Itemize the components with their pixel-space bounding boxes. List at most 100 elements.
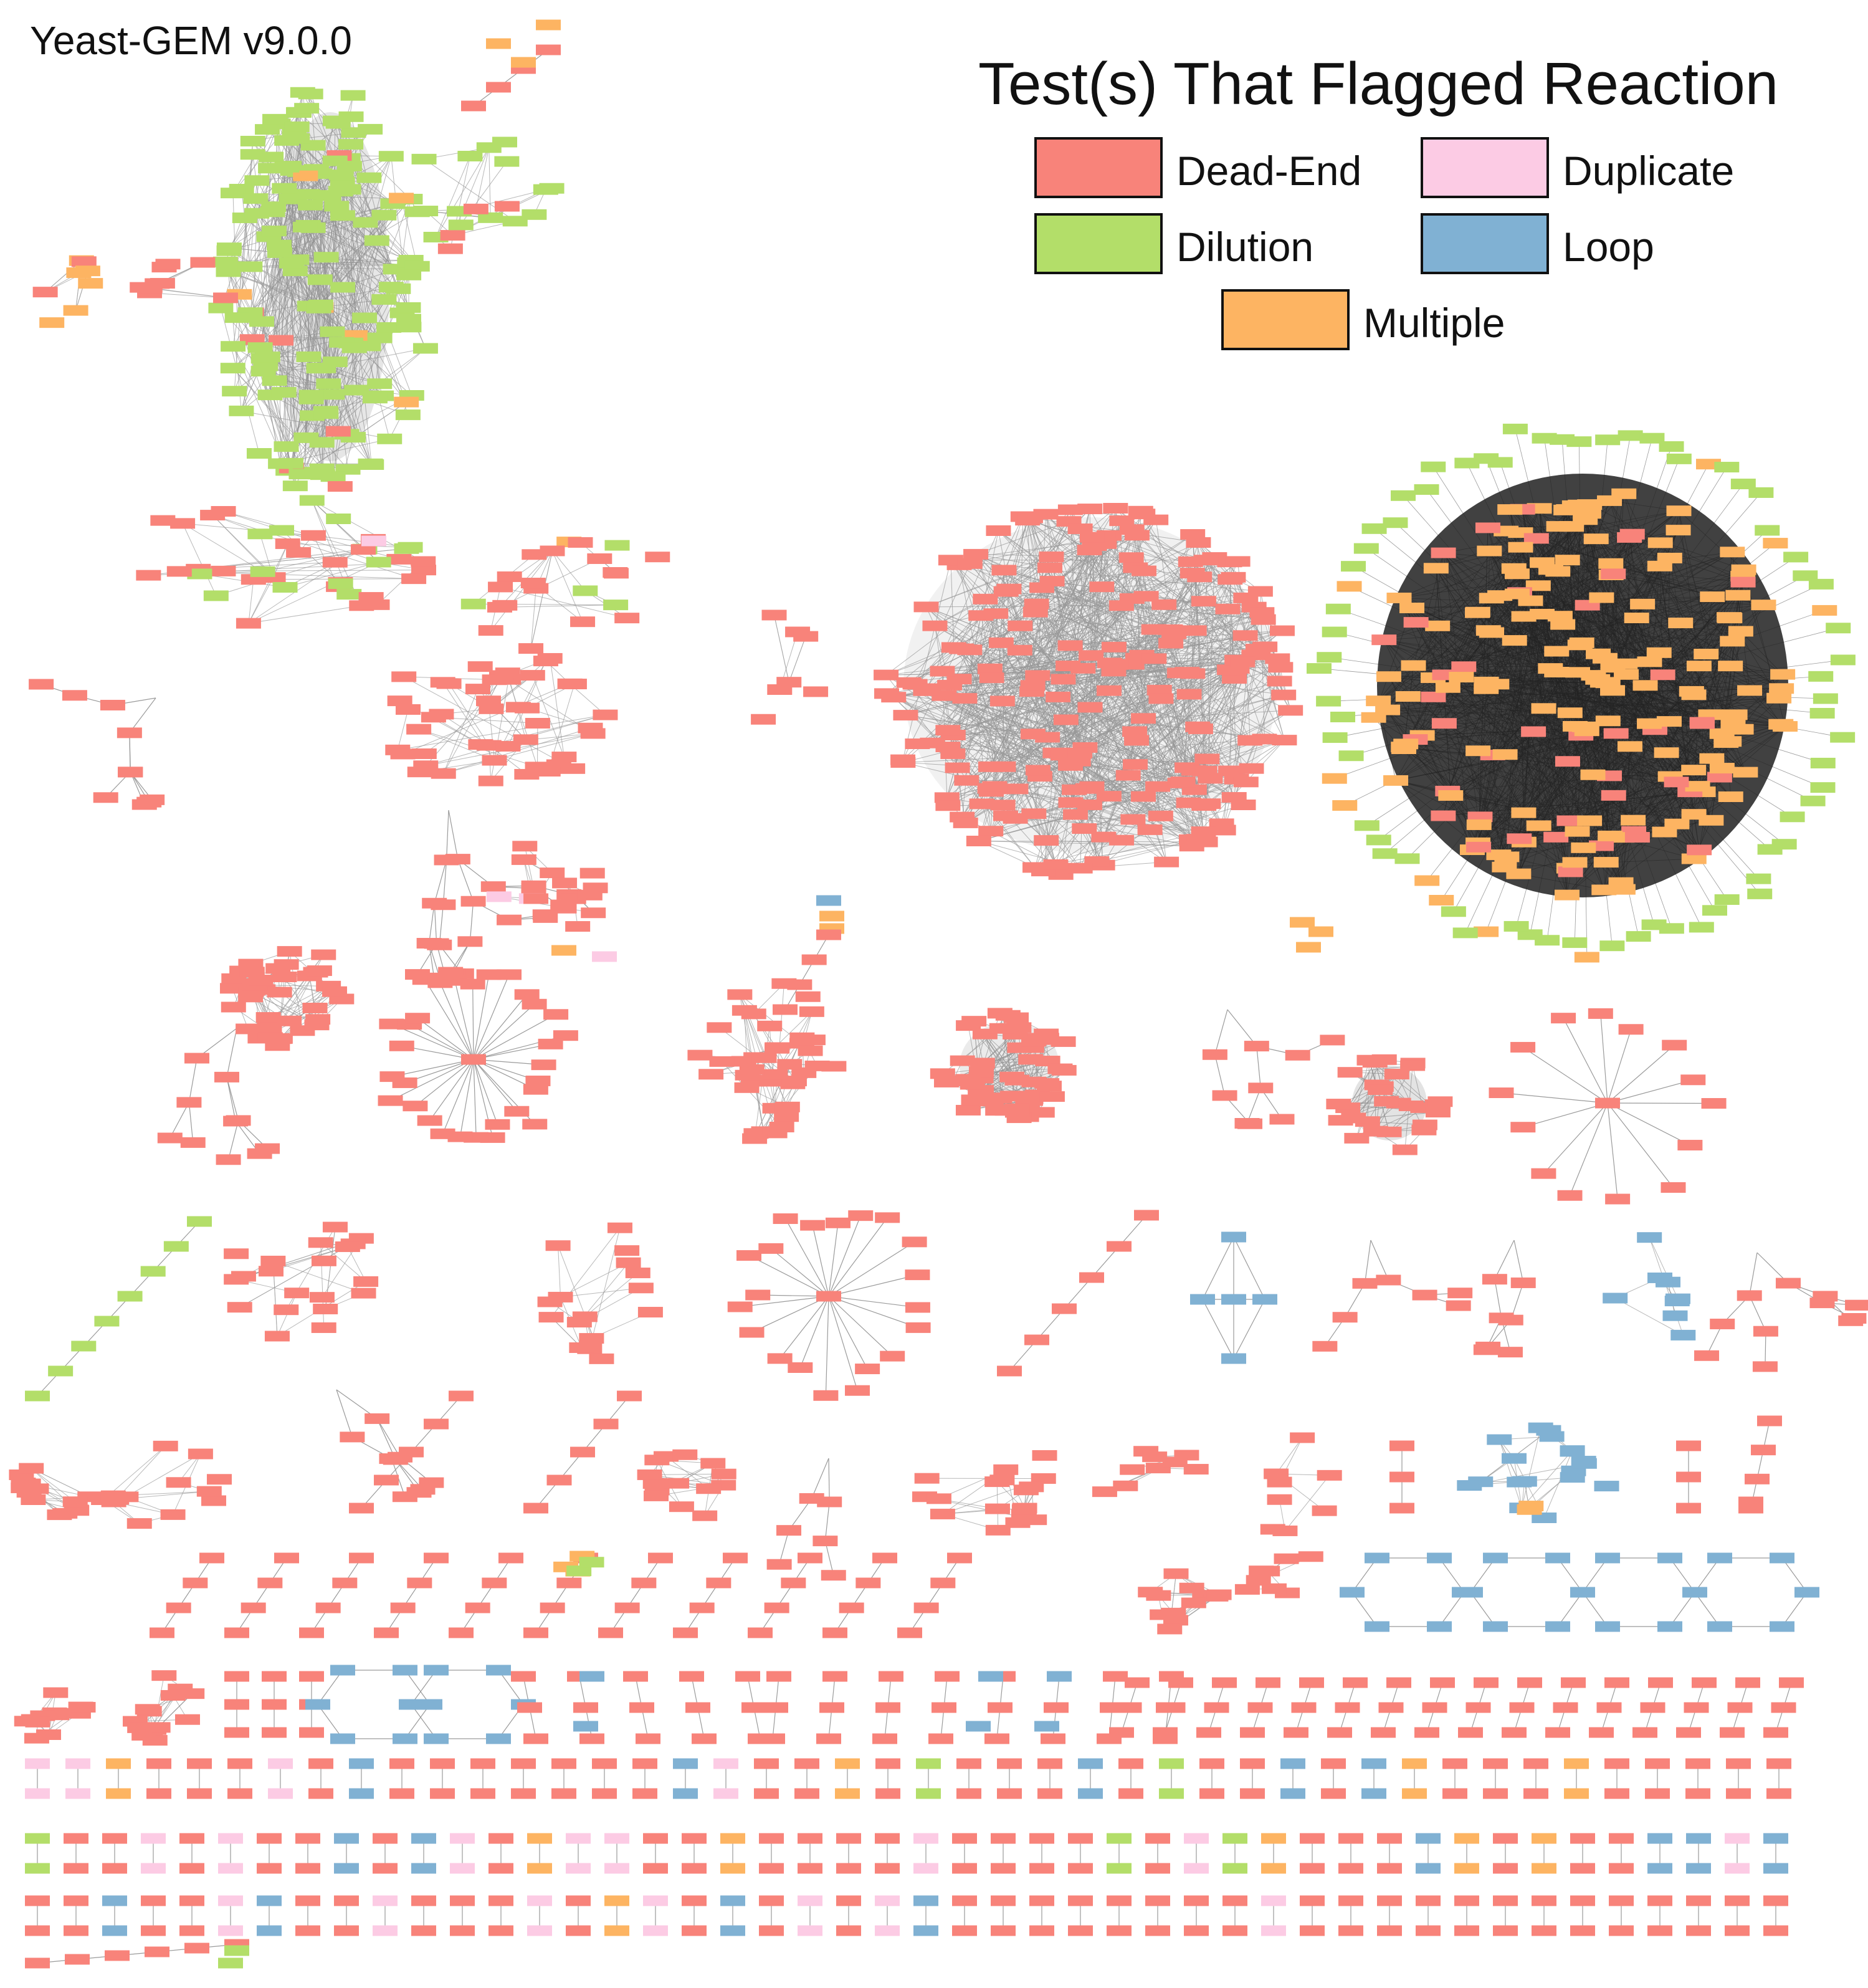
reaction-node xyxy=(1676,1727,1701,1738)
reaction-node xyxy=(389,1758,414,1769)
reaction-node xyxy=(285,133,310,144)
reaction-node xyxy=(692,1733,717,1744)
reaction-node xyxy=(1809,707,1835,719)
reaction-node xyxy=(1272,1525,1298,1536)
reaction-node xyxy=(1493,1895,1518,1906)
reaction-node xyxy=(411,1863,436,1874)
legend-swatch-duplicate xyxy=(1421,137,1549,198)
reaction-node xyxy=(1571,1458,1597,1469)
reaction-node xyxy=(227,1758,252,1769)
reaction-node xyxy=(700,1458,726,1469)
reaction-node xyxy=(1321,1758,1346,1769)
reaction-node xyxy=(299,495,325,506)
reaction-node xyxy=(1120,814,1146,825)
reaction-node xyxy=(1589,592,1614,603)
reaction-node xyxy=(1685,781,1710,792)
reaction-node xyxy=(1308,926,1333,937)
reaction-node xyxy=(1601,568,1626,580)
reaction-node xyxy=(457,936,483,947)
reaction-node xyxy=(1024,598,1049,609)
reaction-node xyxy=(764,1602,789,1613)
reaction-node xyxy=(1475,1341,1501,1352)
reaction-node xyxy=(29,679,54,690)
reaction-node xyxy=(1442,1758,1467,1769)
reaction-node xyxy=(1431,547,1456,558)
reaction-node xyxy=(673,1758,698,1769)
reaction-node xyxy=(1261,1833,1286,1844)
reaction-node xyxy=(389,193,414,204)
reaction-node xyxy=(1184,1833,1209,1844)
reaction-node xyxy=(734,1082,760,1093)
reaction-node xyxy=(322,986,348,997)
reaction-node xyxy=(467,661,493,672)
reaction-node xyxy=(1676,1471,1701,1483)
reaction-node xyxy=(1006,1022,1032,1033)
reaction-node xyxy=(371,294,397,305)
reaction-node xyxy=(511,1671,536,1682)
reaction-node xyxy=(763,1069,788,1080)
reaction-node xyxy=(272,183,297,194)
reaction-node xyxy=(1685,1788,1710,1799)
reaction-node xyxy=(1656,716,1682,727)
reaction-node xyxy=(1107,1925,1132,1936)
reaction-node xyxy=(1657,1552,1682,1564)
reaction-node xyxy=(1383,517,1408,528)
reaction-node xyxy=(141,1833,166,1844)
reaction-node xyxy=(1632,1727,1657,1738)
reaction-node xyxy=(953,817,978,828)
reaction-node xyxy=(628,1283,654,1294)
reaction-node xyxy=(776,1525,801,1536)
reaction-node xyxy=(1647,1272,1673,1283)
reaction-node xyxy=(305,1699,330,1710)
reaction-node xyxy=(874,669,899,681)
reaction-node xyxy=(643,1925,668,1936)
reaction-node xyxy=(787,979,812,990)
reaction-node xyxy=(1403,617,1429,628)
reaction-node xyxy=(1017,1095,1043,1106)
reaction-node xyxy=(644,1455,670,1466)
reaction-node xyxy=(1284,1727,1308,1738)
reaction-node xyxy=(257,1833,282,1844)
reaction-node xyxy=(798,1925,822,1936)
reaction-node xyxy=(268,458,293,469)
reaction-node xyxy=(1107,1241,1132,1252)
reaction-node xyxy=(334,1925,359,1936)
reaction-node xyxy=(224,1671,249,1682)
reaction-node xyxy=(389,1040,414,1051)
reaction-node xyxy=(1145,1833,1170,1844)
reaction-node xyxy=(1300,1833,1325,1844)
reaction-node xyxy=(735,1671,760,1682)
reaction-node xyxy=(430,1128,455,1139)
reaction-node xyxy=(187,568,212,580)
reaction-node xyxy=(341,342,367,353)
reaction-node xyxy=(1159,1788,1184,1799)
reaction-node xyxy=(1492,749,1518,760)
reaction-node xyxy=(1618,430,1643,441)
reaction-node xyxy=(174,1714,200,1725)
reaction-node xyxy=(1134,1210,1159,1221)
reaction-node xyxy=(1184,1895,1209,1906)
reaction-node xyxy=(875,1212,900,1223)
legend: Test(s) That Flagged Reaction Dead-End D… xyxy=(960,44,1844,368)
reaction-node xyxy=(997,1788,1022,1799)
reaction-node xyxy=(284,1288,310,1299)
reaction-node xyxy=(905,1269,930,1281)
reaction-node xyxy=(1477,545,1502,557)
reaction-node xyxy=(130,282,155,293)
reaction-node xyxy=(201,1495,226,1506)
reaction-node xyxy=(488,1833,513,1844)
reaction-node xyxy=(692,1510,718,1521)
reaction-node xyxy=(1532,1895,1556,1906)
reaction-node xyxy=(593,709,618,720)
reaction-node xyxy=(1748,487,1774,498)
reaction-node xyxy=(1565,667,1591,678)
reaction-node xyxy=(736,1250,761,1261)
reaction-node xyxy=(1231,799,1256,810)
reaction-node xyxy=(988,637,1014,648)
reaction-node xyxy=(365,1413,390,1424)
reaction-node xyxy=(1483,1552,1508,1564)
reaction-node xyxy=(1503,920,1529,932)
reaction-node xyxy=(1101,641,1127,652)
reaction-node xyxy=(1793,570,1818,581)
